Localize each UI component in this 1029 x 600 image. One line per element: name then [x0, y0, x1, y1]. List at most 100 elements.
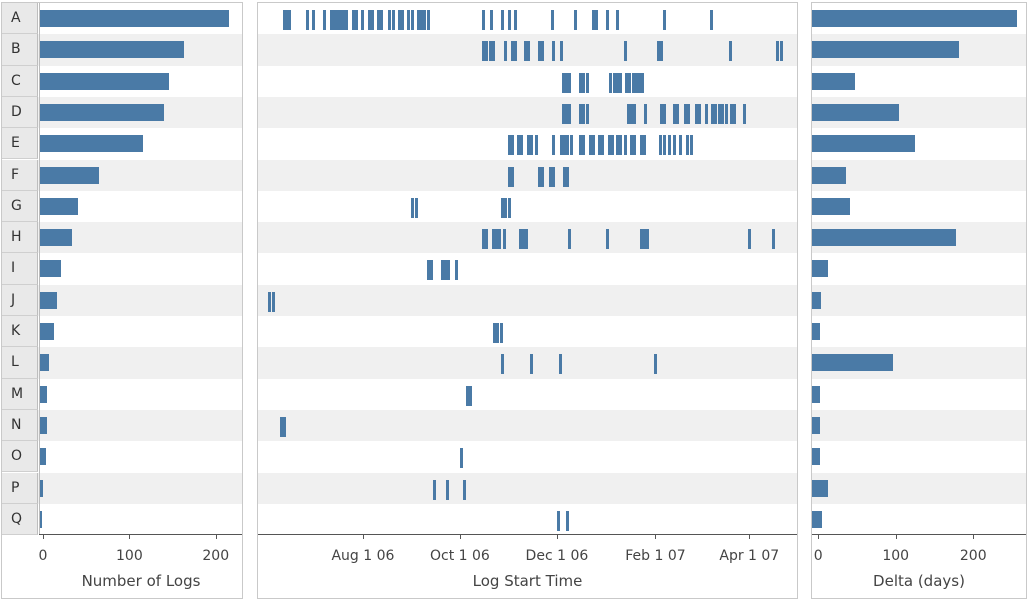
bar-log-count-m [39, 385, 47, 403]
log-start-tick-a [391, 10, 395, 30]
row-label-d[interactable]: D [2, 96, 38, 129]
log-start-tick-a [351, 10, 355, 30]
bar-delta-l [812, 354, 893, 372]
log-start-tick-b [491, 41, 495, 62]
log-start-tick-d [561, 103, 565, 124]
log-start-tick-a [401, 10, 405, 30]
row-background [258, 159, 797, 191]
log-start-tick-a [606, 10, 610, 30]
row-label-n[interactable]: N [2, 409, 38, 442]
row-label-p[interactable]: P [2, 472, 38, 504]
log-start-tick-d [711, 103, 715, 124]
log-start-tick-a [507, 10, 511, 30]
log-start-tick-h [518, 229, 522, 250]
row-background [258, 504, 797, 535]
log-start-tick-e [517, 135, 521, 156]
x-tick-label: Aug 1 06 [331, 548, 395, 564]
log-start-tick-h [485, 229, 489, 250]
log-start-tick-e [658, 135, 662, 156]
row-background [2, 159, 242, 191]
x-tick [749, 534, 751, 539]
log-start-tick-d [564, 103, 568, 124]
row-label-h[interactable]: H [2, 222, 38, 254]
row-background [812, 441, 1026, 472]
log-start-tick-e [607, 135, 611, 156]
row-label-g[interactable]: G [2, 190, 38, 223]
log-start-tick-b [776, 41, 780, 62]
log-start-tick-e [520, 135, 524, 156]
log-start-tick-c [641, 72, 645, 93]
log-start-tick-e [623, 135, 627, 156]
x-tick-label: 0 [813, 548, 823, 564]
log-start-tick-a [377, 10, 381, 30]
log-start-tick-h [568, 229, 572, 250]
log-start-tick-f [566, 166, 570, 187]
log-start-tick-l [558, 354, 562, 375]
log-start-tick-j [272, 291, 276, 312]
log-start-tick-e [690, 135, 694, 156]
row-background [2, 347, 242, 379]
log-start-tick-i [440, 260, 444, 281]
log-start-tick-e [560, 135, 564, 156]
log-start-tick-b [485, 41, 489, 62]
log-start-tick-e [601, 135, 605, 156]
row-label-q[interactable]: Q [2, 503, 38, 536]
row-label-j[interactable]: J [2, 284, 38, 316]
log-start-tick-a [342, 10, 346, 30]
log-start-tick-f [552, 166, 556, 187]
log-start-tick-k [496, 323, 500, 343]
x-tick-label: 200 [959, 548, 987, 564]
row-label-a[interactable]: A [2, 3, 38, 35]
log-start-tick-b [560, 41, 564, 62]
x-tick [362, 534, 364, 539]
bar-log-count-i [39, 260, 62, 278]
log-start-tick-a [286, 10, 290, 30]
log-start-tick-b [523, 41, 527, 62]
row-label-f[interactable]: F [2, 159, 38, 191]
bar-delta-c [812, 72, 856, 90]
log-start-tick-a [709, 10, 713, 30]
log-start-tick-d [730, 103, 734, 124]
log-start-tick-a [513, 10, 517, 30]
row-label-c[interactable]: C [2, 65, 38, 97]
row-background [2, 472, 242, 504]
log-start-tick-i [444, 260, 448, 281]
log-start-tick-d [704, 103, 708, 124]
log-start-tick-g [507, 197, 511, 218]
log-start-tick-d [687, 103, 691, 124]
x-axis-title: Delta (days) [873, 572, 965, 590]
log-start-tick-e [582, 135, 586, 156]
row-label-m[interactable]: M [2, 378, 38, 410]
log-start-tick-k [493, 323, 497, 343]
log-start-tick-e [642, 135, 646, 156]
bar-delta-g [812, 197, 850, 215]
row-label-o[interactable]: O [2, 441, 38, 473]
x-tick-label: Apr 1 07 [719, 548, 780, 564]
log-start-tick-a [329, 10, 333, 30]
bar-delta-h [812, 229, 957, 247]
log-start-tick-m [466, 385, 470, 406]
row-label-l[interactable]: L [2, 347, 38, 379]
log-start-tick-e [566, 135, 570, 156]
row-label-b[interactable]: B [2, 34, 38, 66]
log-start-tick-n [283, 416, 287, 437]
bar-log-count-f [39, 166, 100, 184]
log-start-tick-a [305, 10, 309, 30]
bar-log-count-j [39, 291, 58, 309]
log-start-tick-a [416, 10, 420, 30]
log-start-tick-b [513, 41, 517, 62]
row-label-k[interactable]: K [2, 316, 38, 348]
log-start-tick-d [633, 103, 637, 124]
x-tick-label: Feb 1 07 [625, 548, 686, 564]
bar-delta-m [812, 385, 820, 403]
log-start-tick-e [672, 135, 676, 156]
row-label-e[interactable]: E [2, 128, 38, 160]
log-start-tick-a [615, 10, 619, 30]
log-start-tick-h [498, 229, 502, 250]
row-label-i[interactable]: I [2, 253, 38, 285]
x-tick [655, 534, 657, 539]
x-tick-label: 200 [202, 548, 230, 564]
log-start-tick-i [426, 260, 430, 281]
log-start-tick-b [537, 41, 541, 62]
log-start-tick-c [615, 72, 619, 93]
